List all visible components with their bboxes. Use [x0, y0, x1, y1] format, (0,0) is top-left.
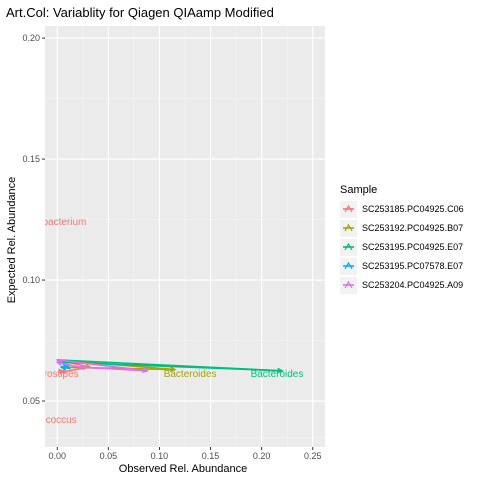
x-tick-label: 0.20 [253, 451, 271, 461]
taxon-annotations: bacterium ierostipes Bacteroides Bacteroide… [36, 217, 304, 426]
series-SC253204.PC04925.A09 [55, 359, 149, 374]
annotation-label: bacterium [42, 217, 86, 228]
x-tick-label: 0.00 [48, 451, 66, 461]
legend-label: SC253195.PC07578.E07 [362, 261, 463, 271]
x-tick-label: 0.05 [100, 451, 118, 461]
data-series [55, 359, 284, 375]
x-tick-label: 0.10 [151, 451, 169, 461]
legend-arrow [344, 242, 353, 251]
series-segment [56, 361, 81, 368]
y-tick-label: 0.10 [22, 275, 40, 285]
y-tick-label: 0.20 [22, 33, 40, 43]
legend-arrow [344, 280, 353, 289]
x-tick-label: 0.25 [304, 451, 322, 461]
y-tick-label: 0.05 [22, 396, 40, 406]
series-segment [59, 361, 283, 372]
legend-title: Sample [340, 184, 377, 196]
legend-arrow [344, 261, 353, 270]
legend-label: SC253204.PC04925.A09 [362, 280, 463, 290]
series-arrowhead [59, 364, 67, 371]
series-segment [78, 366, 148, 372]
y-tick-label: 0.15 [22, 154, 40, 164]
axis-ticks: 0.00 0.05 0.10 0.15 0.20 0.25 0.05 0.10 0.15 0.20 [22, 33, 321, 461]
annotation-label: Bacteroides [251, 369, 304, 380]
y-axis-title: Expected Rel. Abundance [6, 177, 18, 304]
legend-arrow [344, 204, 353, 213]
legend-label: SC253192.PC04925.B07 [362, 223, 463, 233]
chart-title: Art.Col: Variablity for Qiagen QIAamp Mo… [6, 5, 274, 20]
legend: Sample SC253185.PC04925.C06 SC253192.PC04… [340, 184, 464, 294]
legend-label: SC253195.PC04925.E07 [362, 242, 463, 252]
series-arrowhead [58, 368, 65, 375]
legend-label: SC253185.PC04925.C06 [362, 204, 464, 214]
x-axis-title: Observed Rel. Abundance [119, 463, 247, 475]
gridlines [45, 26, 325, 447]
annotation-label: Bacteroides [164, 369, 217, 380]
series-arrowhead [55, 360, 63, 366]
legend-arrow [344, 223, 353, 232]
x-tick-label: 0.15 [202, 451, 220, 461]
annotation-label: iococcus [38, 415, 77, 426]
series-segment [56, 359, 148, 372]
annotation-label: ierostipes [36, 369, 79, 380]
